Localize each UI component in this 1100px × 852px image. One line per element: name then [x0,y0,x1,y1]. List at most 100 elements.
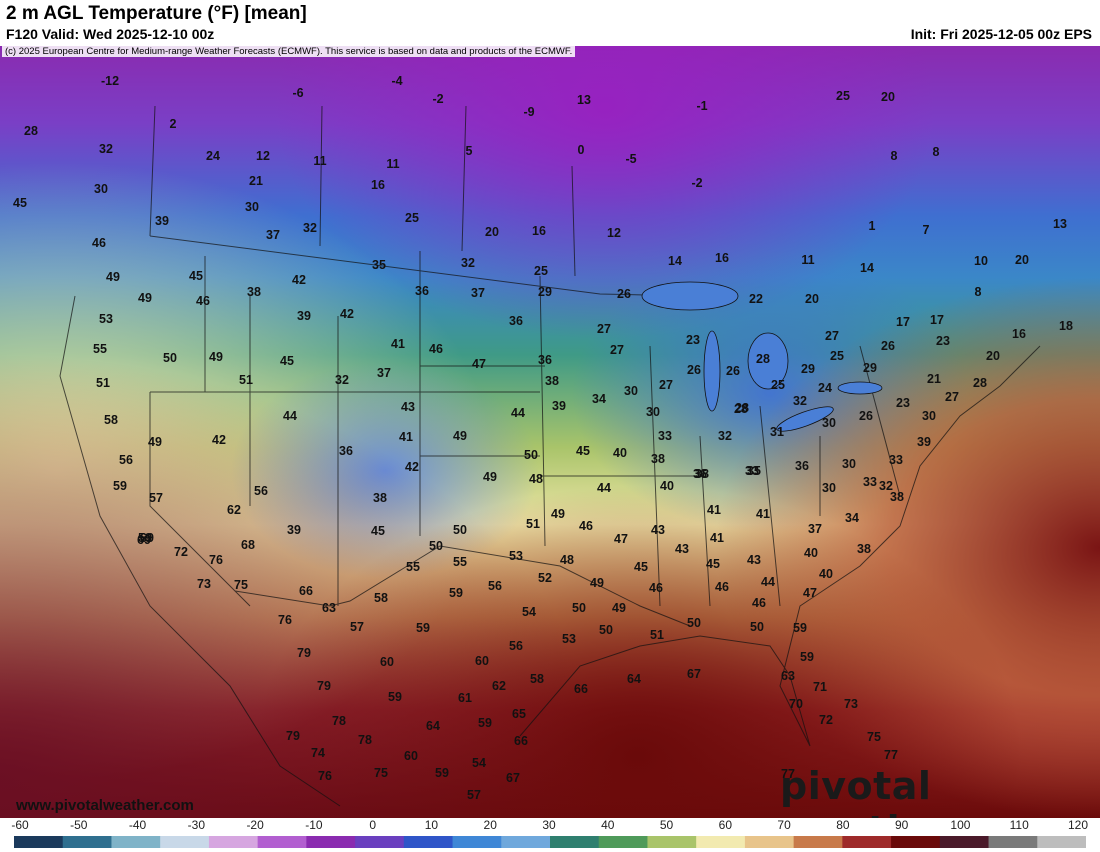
legend-colorbar [14,836,1086,848]
temperature-label: 77 [781,767,795,781]
prov-border-2 [461,105,467,252]
temperature-label: 20 [805,292,819,306]
temperature-label: 30 [245,200,259,214]
temperature-label: 79 [297,646,311,660]
temperature-map[interactable]: -12 2 -6 -4 -2 -9 13 -1 25 20 28 32 24 12 11 11 5 0 -5 8 8 30… [0,46,1100,818]
legend-tick-label: -50 [70,818,88,832]
pacific-coast [59,295,341,807]
temperature-label: 59 [449,586,463,600]
temperature-label: 12 [256,149,270,163]
legend-tick-label: -10 [305,818,323,832]
temperature-label: 30 [922,409,936,423]
temperature-label: 79 [317,679,331,693]
temperature-label: 21 [927,372,941,386]
temperature-label: 46 [715,580,729,594]
temperature-label: 16 [715,251,729,265]
legend-tick-label: 40 [601,818,615,832]
legend-tick-label: 10 [424,818,439,832]
legend-color-swatch [793,836,843,848]
lake-michigan [703,330,721,412]
legend-color-swatch [550,836,600,848]
temperature-label: 25 [405,211,419,225]
temperature-label: 30 [842,457,856,471]
temperature-label: -1 [696,99,707,113]
temperature-label: 41 [710,531,724,545]
temperature-label: 17 [930,313,944,327]
temperature-label: 70 [789,697,803,711]
temperature-label: 25 [771,378,785,392]
prov-border-3 [571,165,576,277]
temperature-label: 58 [530,672,544,686]
temperature-label: 49 [612,601,626,615]
legend-color-swatch [744,836,795,848]
legend-color-swatch [208,836,259,848]
temperature-label: 68 [241,538,255,552]
temperature-label: 23 [936,334,950,348]
temperature-label: 35 [747,464,761,478]
us-mexico-border [234,545,691,627]
temperature-label: 0 [578,143,585,157]
temperature-label: 24 [206,149,220,163]
temperature-label: 38 [857,542,871,556]
temperature-label: 32 [879,479,893,493]
temperature-label: -9 [523,105,534,119]
temperature-label: 25 [534,264,548,278]
temperature-label: 57 [467,788,481,802]
temperature-label: 39 [552,399,566,413]
temperature-label: 33 [863,475,877,489]
temperature-label: 71 [813,680,827,694]
legend-color-swatch [62,836,112,848]
bc-alberta-border [149,105,156,237]
temperature-label: 32 [461,256,475,270]
temperature-label: 42 [405,460,419,474]
temperature-label: 14 [668,254,682,268]
temperature-label: 50 [163,351,177,365]
temperature-label: 59 [113,479,127,493]
temperature-label: 50 [599,623,613,637]
temperature-label: 43 [401,400,415,414]
temperature-label: 43 [747,553,761,567]
temperature-label: 69 [140,531,154,545]
copyright-notice: (c) 2025 European Centre for Medium-rang… [2,46,576,57]
state-lines-east [699,345,901,607]
temperature-label: 38 [373,491,387,505]
temperature-label: 61 [458,691,472,705]
temperature-label: 42 [212,433,226,447]
temperature-label: 67 [506,771,520,785]
legend-color-swatch [14,836,64,848]
temperature-label: 57 [149,491,163,505]
temperature-label: 57 [350,620,364,634]
temperature-label: 66 [514,734,528,748]
temperature-label: 60 [475,654,489,668]
temperature-label: 38 [247,285,261,299]
legend-tick-label: -20 [246,818,264,832]
temperature-label: 69 [137,533,151,547]
temperature-label: 73 [844,697,858,711]
temperature-label: 39 [917,435,931,449]
temperature-label: 41 [399,430,413,444]
lake-huron [747,332,789,390]
temperature-label: 29 [863,361,877,375]
site-url[interactable]: www.pivotalweather.com [16,797,194,814]
temperature-label: 8 [933,145,940,159]
temperature-label: 59 [138,531,152,545]
legend-color-swatch [1037,836,1086,848]
temperature-label: 23 [686,333,700,347]
temperature-label: 32 [99,142,113,156]
temperature-label: 41 [707,503,721,517]
legend-tick-label: 120 [1067,818,1089,832]
temperature-label: 37 [377,366,391,380]
state-lines-grid [204,256,700,506]
temperature-label: 32 [793,394,807,408]
temperature-label: 26 [617,287,631,301]
temperature-label: 76 [209,553,223,567]
temperature-label: 28 [734,402,748,416]
temperature-label: 47 [472,357,486,371]
valid-time: F120 Valid: Wed 2025-12-10 00z [6,26,215,42]
temperature-label: -6 [292,86,303,100]
legend-tick-label: 0 [369,818,376,832]
legend-tick-label: 80 [836,818,850,832]
temperature-label: 48 [529,472,543,486]
temperature-label: 46 [649,581,663,595]
